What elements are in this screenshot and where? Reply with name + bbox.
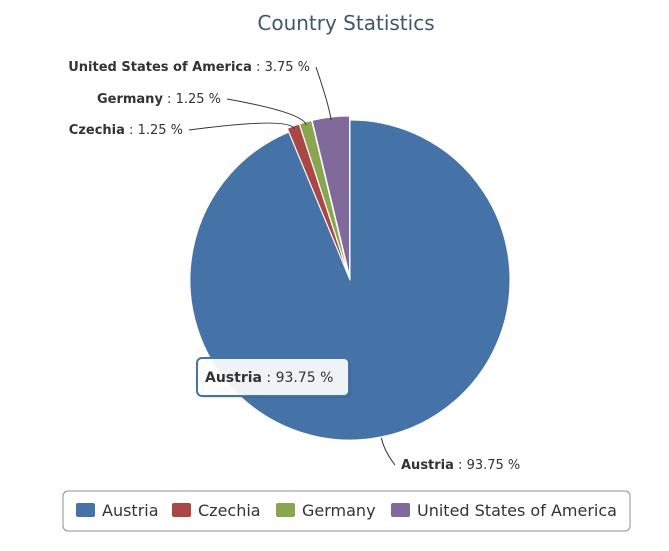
legend[interactable]: Austria Czechia Germany United States of Am… <box>62 490 631 532</box>
legend-item-germany[interactable]: Germany <box>276 501 376 520</box>
data-label-germany: Germany : 1.25 % <box>97 92 221 107</box>
legend-swatch-austria <box>76 503 95 517</box>
legend-label-united-states-of-america: United States of America <box>417 501 617 520</box>
connector-united-states-of-america <box>315 66 332 121</box>
data-labels: Austria : 93.75 % Czechia : 1.25 % Germany… <box>68 60 520 473</box>
connector-czechia <box>188 122 295 131</box>
legend-label-czechia: Czechia <box>198 501 261 520</box>
chart-title: Country Statistics <box>257 11 434 35</box>
connector-germany <box>226 98 307 126</box>
label-connectors <box>188 66 396 466</box>
legend-swatch-czechia <box>172 503 191 517</box>
tooltip: Austria : 93.75 % <box>196 357 351 398</box>
legend-item-united-states-of-america[interactable]: United States of America <box>391 501 617 520</box>
tooltip-text: Austria : 93.75 % <box>205 370 333 386</box>
data-label-united-states-of-america: United States of America : 3.75 % <box>68 60 310 75</box>
legend-label-germany: Germany <box>302 501 376 520</box>
data-label-czechia: Czechia : 1.25 % <box>69 123 183 138</box>
legend-item-austria[interactable]: Austria <box>76 501 159 520</box>
connector-austria <box>380 437 396 466</box>
legend-swatch-united-states-of-america <box>391 503 410 517</box>
legend-box <box>62 490 631 532</box>
data-label-austria: Austria : 93.75 % <box>401 458 520 473</box>
slice-germany[interactable] <box>298 120 350 277</box>
tooltip-box <box>196 357 350 397</box>
legend-item-czechia[interactable]: Czechia <box>172 501 261 520</box>
legend-label-austria: Austria <box>102 501 159 520</box>
legend-swatch-germany <box>276 503 295 517</box>
